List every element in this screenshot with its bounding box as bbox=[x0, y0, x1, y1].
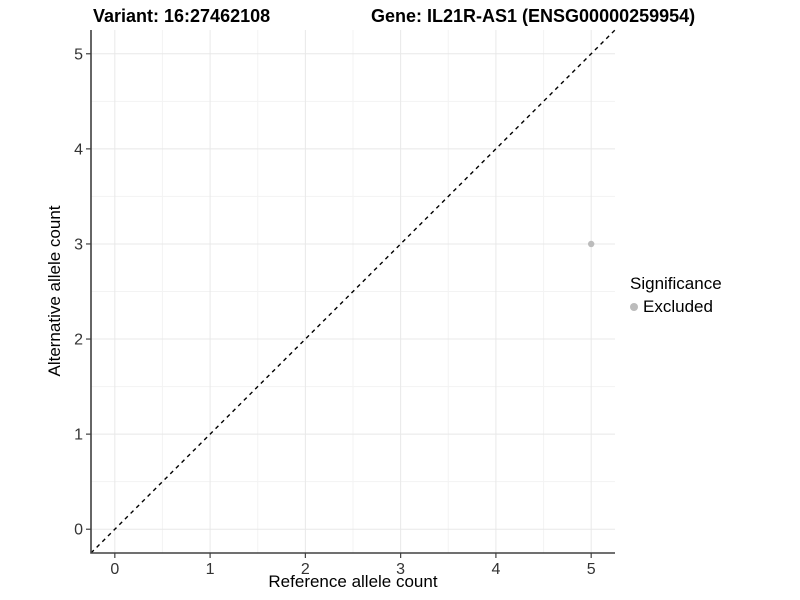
legend-title: Significance bbox=[630, 274, 722, 293]
x-tick-label: 2 bbox=[301, 561, 310, 578]
data-point bbox=[587, 240, 595, 248]
y-tick-label: 1 bbox=[74, 427, 83, 444]
y-tick-label: 4 bbox=[74, 141, 83, 158]
x-axis-title: Reference allele count bbox=[268, 572, 438, 591]
y-tick-label: 3 bbox=[74, 236, 83, 253]
legend-item-label: Excluded bbox=[643, 297, 713, 316]
legend-point-icon bbox=[630, 303, 638, 311]
x-tick-label: 0 bbox=[110, 561, 119, 578]
y-tick-label: 0 bbox=[74, 522, 83, 539]
y-tick-label: 2 bbox=[74, 332, 83, 349]
x-tick-label: 3 bbox=[396, 561, 405, 578]
x-tick-label: 1 bbox=[206, 561, 215, 578]
legend-item-excluded: Excluded bbox=[630, 297, 722, 317]
identity-line bbox=[90, 29, 616, 554]
plot-title-variant: Variant: 16:27462108 bbox=[93, 6, 271, 26]
x-tick-label: 4 bbox=[491, 561, 500, 578]
y-axis-title: Alternative allele count bbox=[45, 205, 64, 377]
y-tick-label: 5 bbox=[74, 46, 83, 63]
x-tick-label: 5 bbox=[587, 561, 596, 578]
legend: Significance Excluded bbox=[630, 274, 722, 317]
plot-title-gene: Gene: IL21R-AS1 (ENSG00000259954) bbox=[371, 6, 696, 26]
axis-lines bbox=[90, 30, 615, 554]
